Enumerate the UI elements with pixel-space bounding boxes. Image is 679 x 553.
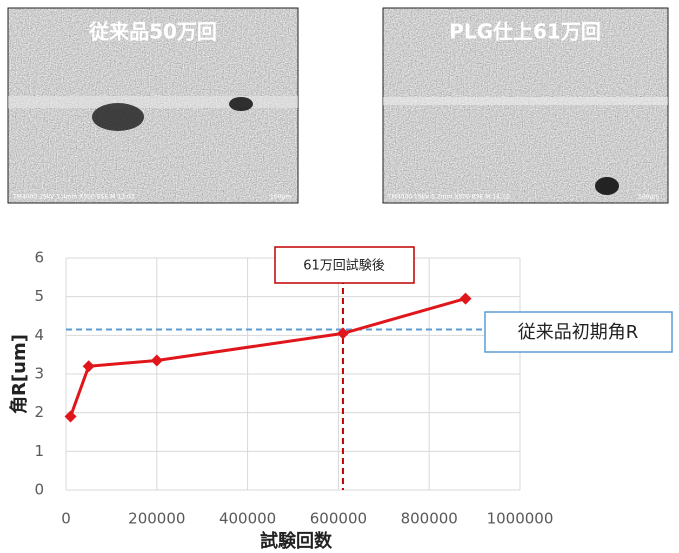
micrograph-footer: TM4000 15kV 5.4mm X500 BSE M 13:03 xyxy=(12,194,135,201)
data-point xyxy=(151,354,163,366)
y-tick-label: 1 xyxy=(34,442,44,460)
x-tick-label: 200000 xyxy=(128,510,185,528)
micrograph-2: PLG仕上61万回 TM4000 15kV 5.2mm X500 BSE M 1… xyxy=(383,8,668,203)
micrograph-caption: 従来品50万回 xyxy=(88,20,217,44)
y-axis-label: 角R[um] xyxy=(8,334,30,414)
y-tick-label: 4 xyxy=(34,326,44,344)
x-tick-label: 1000000 xyxy=(487,510,554,528)
micrograph-caption: PLG仕上61万回 xyxy=(449,20,601,44)
micrograph-footer: TM4000 15kV 5.2mm X500 BSE M 14:12 xyxy=(387,194,510,201)
y-tick-label: 6 xyxy=(34,249,44,267)
micrograph-scale: 100μm xyxy=(638,194,659,201)
x-tick-label: 400000 xyxy=(219,510,276,528)
micrograph-scale: 100μm xyxy=(270,194,291,201)
data-point xyxy=(460,293,472,305)
annotation-label: 従来品初期角R xyxy=(518,322,639,343)
defect xyxy=(595,177,619,195)
y-tick-label: 0 xyxy=(34,481,44,499)
annotation-label: 61万回試験後 xyxy=(303,258,385,274)
x-tick-label: 800000 xyxy=(401,510,458,528)
data-line xyxy=(71,299,466,417)
data-point xyxy=(83,360,95,372)
y-tick-label: 3 xyxy=(34,365,44,383)
wear-band xyxy=(8,96,298,108)
x-axis-label: 試験回数 xyxy=(260,530,333,552)
figure: 従来品50万回 TM4000 15kV 5.4mm X500 BSE M 13:… xyxy=(0,0,679,553)
defect xyxy=(92,103,144,131)
micrograph-1: 従来品50万回 TM4000 15kV 5.4mm X500 BSE M 13:… xyxy=(8,8,298,203)
wear-band xyxy=(383,97,668,105)
defect xyxy=(229,97,253,111)
page: {"images": [ {"caption": "従来品50万回", "foo… xyxy=(0,0,679,553)
x-tick-label: 600000 xyxy=(310,510,367,528)
y-tick-label: 5 xyxy=(34,287,44,305)
y-tick-label: 2 xyxy=(34,403,44,421)
x-tick-label: 0 xyxy=(61,510,71,528)
